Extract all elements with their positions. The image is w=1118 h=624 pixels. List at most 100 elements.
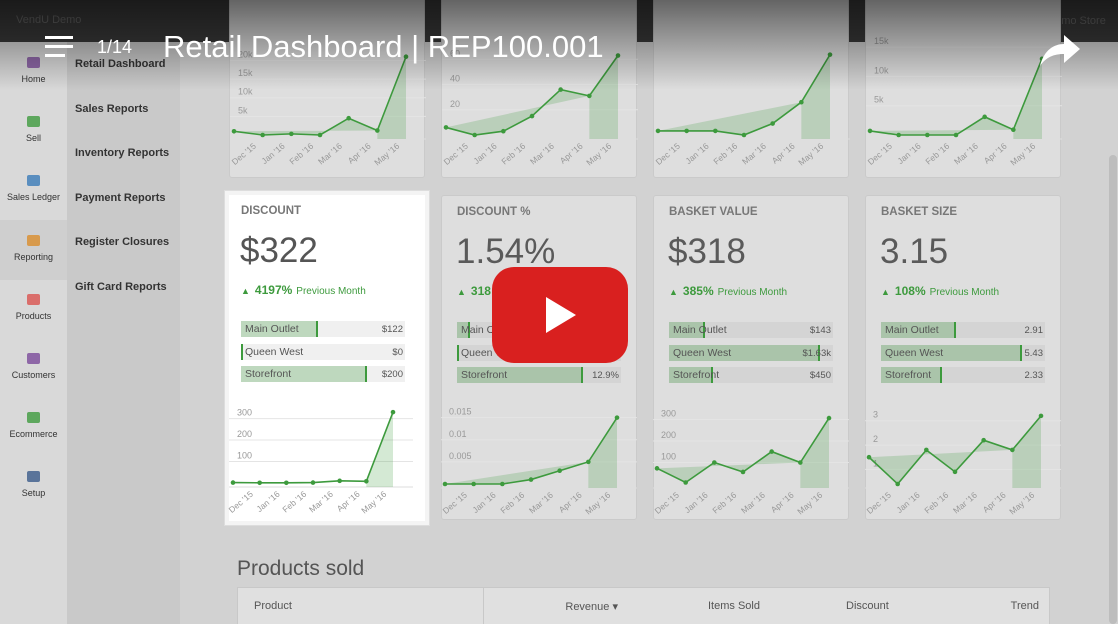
point [557,468,562,474]
nav-item[interactable]: Products [15,310,52,321]
nav-item[interactable]: Setup [21,488,46,499]
x-tick-label: Feb '16 [923,141,951,167]
point [529,113,535,119]
nav-item[interactable]: Ecommerce [9,429,58,440]
breakdown-bar [669,322,706,338]
metric-value: $322 [240,231,318,270]
x-tick-label: Dec '15 [227,489,256,515]
breakdown-row: Main Outlet $122 [241,321,405,337]
point [798,460,803,465]
x-tick-label: May '16 [359,489,388,516]
nav-icon [27,471,40,483]
share-icon[interactable] [1040,32,1082,68]
point [1011,127,1016,133]
point [375,128,380,133]
point [712,460,717,465]
nav-item[interactable]: Sell [25,133,41,144]
point [924,447,929,453]
x-tick-label: May '16 [372,141,401,168]
point [826,415,832,421]
breakdown-bar [241,366,368,382]
video-title[interactable]: Retail Dashboard | REP100.001 [163,29,604,64]
x-tick-label: Jan '16 [471,141,498,166]
row-value: $0 [392,346,403,358]
x-tick-label: Mar '16 [951,490,979,516]
breakdown-bar [881,367,942,383]
x-tick-label: May '16 [583,490,612,517]
y-tick-label: 10k [238,87,253,97]
row-value: $122 [381,324,403,335]
metric-label: BASKET VALUE [669,206,758,218]
column-header[interactable]: Items Sold [708,600,760,612]
playlist-icon[interactable] [45,36,75,64]
subnav-item[interactable]: Register Closures [75,236,170,248]
column-header[interactable]: Discount [846,600,889,612]
metric-card: DISCOUNT $322 ▲ 4197% Previous Month Main Out… [225,191,429,525]
x-tick-label: May '16 [1007,490,1036,517]
point [1038,413,1044,419]
subnav-item[interactable]: Sales Reports [75,102,149,115]
column-header[interactable]: Product [254,600,292,612]
point [655,128,661,134]
row-value: 12.9% [592,370,619,381]
point [284,480,289,486]
breakdown-row: Queen West $0 [241,343,405,360]
x-tick-label: Mar '16 [307,489,335,515]
area-fill [657,418,829,488]
subnav-item[interactable]: Payment Reports [75,191,166,204]
metric-label: DISCOUNT [241,205,302,217]
subnav-item[interactable]: Inventory Reports [75,147,170,159]
metric-change: ▲ 4197% Previous Month [241,283,366,297]
row-name: Storefront [885,369,932,381]
column-header[interactable]: Revenue ▾ [565,601,618,613]
column-header[interactable]: Trend [1010,600,1039,612]
x-tick-label: Apr '16 [335,489,362,514]
point [683,480,688,485]
nav-item[interactable]: Customers [11,370,56,380]
row-value: $1.63k [802,347,831,359]
x-tick-label: Dec '15 [866,141,895,167]
x-tick-label: Jan '16 [894,490,921,515]
metric-value: 3.15 [880,232,949,271]
x-tick-label: Apr '16 [558,141,585,166]
area-fill [233,412,393,487]
breakdown-bar [241,321,319,337]
x-tick-label: May '16 [584,141,613,168]
point [866,454,872,460]
y-tick-label: 200 [237,429,252,439]
play-button[interactable] [492,267,628,363]
subnav-item[interactable]: Gift Card Reports [75,280,167,293]
breakdown-bar [241,343,243,360]
row-name: Queen West [245,345,304,358]
point [713,128,718,134]
change-label: Previous Month [929,287,1000,298]
row-name: Main Outlet [885,324,939,336]
point [952,469,958,475]
row-value: $450 [809,370,831,381]
nav-icon [27,116,40,128]
change-label: Previous Month [296,286,366,297]
x-tick-label: May '16 [1008,141,1037,168]
point [896,132,901,138]
breakdown-row: Storefront 12.9% [457,367,621,383]
nav-item[interactable]: Sales Ledger [6,192,61,203]
breakdown-row: Storefront $450 [669,367,833,383]
playlist-counter: 1/14 [97,37,133,57]
row-name: Main Outlet [245,323,299,335]
nav-item[interactable]: Reporting [13,251,54,262]
y-tick-label: 5k [874,95,884,105]
change-value: 4197% [254,283,293,297]
point [586,459,591,465]
nav-icon [27,175,40,187]
breakdown-bar [457,322,471,338]
breakdown-bar [669,367,714,383]
x-tick-label: Feb '16 [498,490,526,516]
x-tick-label: Dec '15 [653,490,682,516]
breakdown-row: Main Outlet 2.91 [881,322,1045,338]
breakdown-bar [669,344,820,361]
metric-label: BASKET SIZE [881,206,958,218]
sparkline: Dec '15 Jan '16 Feb '16 Mar '16 Apr '16 May '… [654,52,850,167]
point [472,132,477,138]
